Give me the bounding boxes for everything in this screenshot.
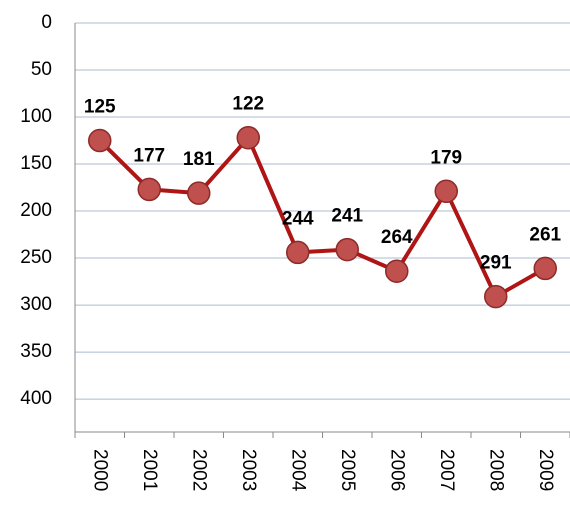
data-label: 181 bbox=[183, 149, 215, 170]
x-tick-label: 2007 bbox=[436, 449, 457, 491]
data-label: 241 bbox=[331, 206, 363, 227]
x-tick-label: 2006 bbox=[387, 449, 408, 491]
data-label: 264 bbox=[381, 227, 413, 248]
x-tick-label: 2008 bbox=[486, 449, 507, 491]
y-tick-label: 400 bbox=[20, 388, 52, 409]
y-tick-label: 100 bbox=[20, 106, 52, 127]
y-tick-label: 150 bbox=[20, 153, 52, 174]
marker bbox=[187, 181, 211, 205]
marker bbox=[335, 237, 359, 262]
marker bbox=[385, 259, 409, 283]
y-tick-label: 50 bbox=[31, 59, 52, 80]
marker bbox=[88, 128, 112, 153]
data-label: 261 bbox=[529, 224, 561, 245]
marker bbox=[286, 240, 310, 265]
line bbox=[98, 135, 547, 299]
y-tick-label: 200 bbox=[20, 200, 52, 221]
data-label: 244 bbox=[282, 208, 314, 229]
x-tick-label: 2000 bbox=[90, 449, 111, 491]
marker bbox=[434, 179, 458, 204]
x-tick-label: 2001 bbox=[139, 449, 160, 491]
y-tick-label: 300 bbox=[20, 294, 52, 315]
data-label: 122 bbox=[232, 94, 264, 115]
marker bbox=[137, 177, 161, 202]
x-tick-label: 2005 bbox=[337, 449, 358, 491]
marker bbox=[236, 125, 260, 150]
x-tick-label: 2004 bbox=[288, 449, 309, 492]
x-tick-label: 2009 bbox=[535, 449, 556, 491]
y-tick-label: 250 bbox=[20, 247, 52, 268]
y-tick-label: 350 bbox=[20, 341, 52, 362]
data-label: 125 bbox=[84, 97, 116, 118]
y-tick-label: 0 bbox=[41, 12, 52, 33]
data-label: 179 bbox=[430, 147, 462, 168]
data-label: 291 bbox=[480, 253, 512, 274]
x-tick-label: 2002 bbox=[189, 449, 210, 491]
x-tick-label: 2003 bbox=[238, 449, 259, 491]
data-label: 177 bbox=[133, 145, 165, 166]
marker bbox=[484, 284, 508, 309]
marker bbox=[533, 256, 557, 281]
